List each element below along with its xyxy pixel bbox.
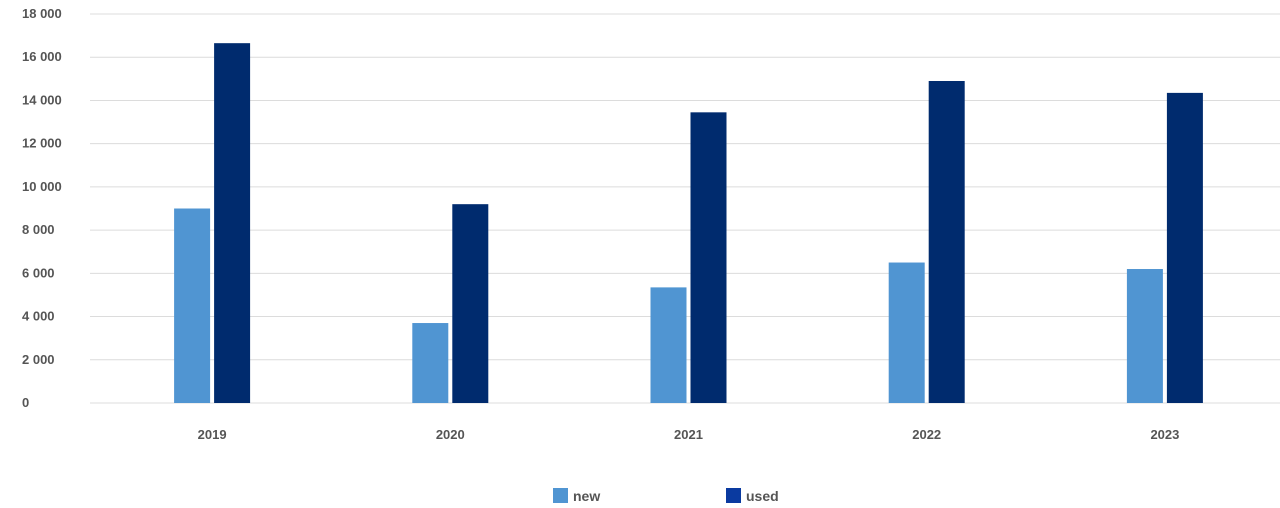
bar-new-2021 [650, 287, 687, 403]
legend-swatch-used [726, 488, 741, 503]
x-tick-label: 2019 [198, 427, 227, 442]
bar-new-2020 [412, 323, 449, 403]
x-axis-tick-labels: 2019 2020 2021 2022 2023 [198, 427, 1180, 442]
y-tick-label: 2 000 [22, 352, 55, 367]
bar-new-2023 [1126, 269, 1163, 403]
legend-label-new: new [573, 488, 600, 504]
bar-used-2022 [928, 80, 965, 403]
y-tick-label: 6 000 [22, 265, 55, 280]
x-tick-label: 2022 [912, 427, 941, 442]
y-tick-label: 18 000 [22, 6, 62, 21]
x-tick-label: 2021 [674, 427, 703, 442]
gridlines [90, 13, 1280, 404]
bar-new-2022 [888, 262, 925, 403]
y-tick-label: 10 000 [22, 179, 62, 194]
legend: new used [553, 488, 779, 504]
legend-swatch-new [553, 488, 568, 503]
y-tick-label: 8 000 [22, 222, 55, 237]
legend-label-used: used [746, 488, 779, 504]
y-tick-label: 0 [22, 395, 29, 410]
x-tick-label: 2023 [1150, 427, 1179, 442]
bar-used-2019 [214, 43, 251, 404]
y-tick-label: 12 000 [22, 136, 62, 151]
bar-used-2023 [1166, 92, 1203, 403]
bar-new-2019 [174, 208, 211, 403]
y-tick-label: 4 000 [22, 309, 55, 324]
bar-used-2021 [690, 112, 727, 403]
y-tick-label: 14 000 [22, 92, 62, 107]
x-tick-label: 2020 [436, 427, 465, 442]
bar-used-2020 [452, 204, 489, 403]
y-tick-label: 16 000 [22, 49, 62, 64]
y-axis-tick-labels: 0 2 000 4 000 6 000 8 000 10 000 12 000 14 000 1… [22, 6, 62, 410]
bars [174, 43, 1203, 404]
